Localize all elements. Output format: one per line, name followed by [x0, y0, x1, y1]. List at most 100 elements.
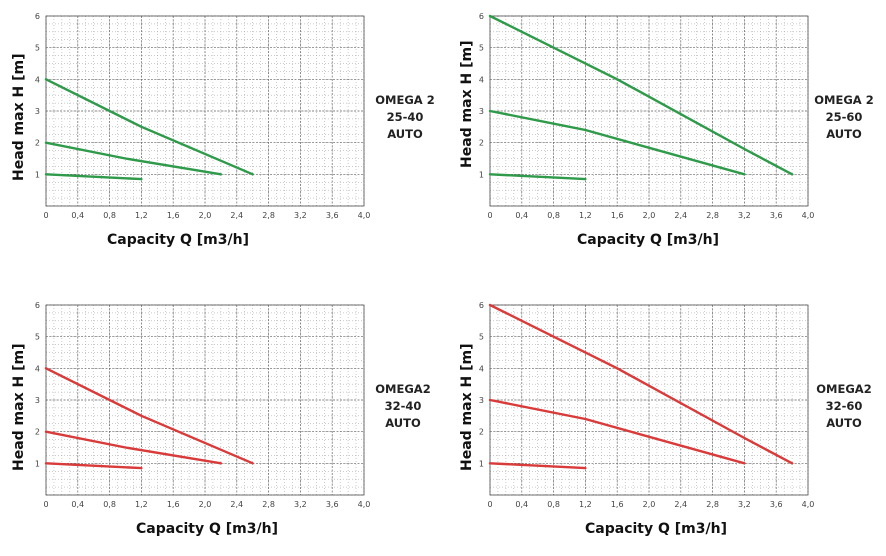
x-tick-label: 1,2	[579, 211, 592, 220]
x-tick-label: 2,4	[230, 500, 243, 509]
y-tick-label: 1	[35, 170, 40, 179]
x-tick-label: 0	[43, 500, 48, 509]
x-tick-label: 4,0	[358, 211, 371, 220]
x-tick-label: 2,8	[706, 500, 719, 509]
series-line-1	[488, 14, 794, 176]
x-tick-label: 2,4	[230, 211, 243, 220]
x-tick-label: 4,0	[802, 500, 815, 509]
model-line-1: OMEGA2	[375, 382, 431, 396]
x-tick-label: 2,0	[199, 500, 212, 509]
model-line-2: 32-60	[825, 399, 863, 413]
model-label: OMEGA 2 25-60 AUTO	[809, 92, 879, 143]
model-line-2: 25-40	[386, 110, 424, 124]
chart-plot: 0 0,4 0,8 1,2 1,6 2,0 2,4 2,8 3,2 3,6 4,0 1 2 3 4 5 6	[479, 301, 815, 509]
y-tick-label: 1	[479, 170, 484, 179]
series-line-3	[488, 173, 587, 181]
plot-frame	[45, 15, 365, 207]
x-tick-label: 3,6	[770, 211, 783, 220]
model-line-1: OMEGA 2	[375, 93, 435, 107]
x-tick-label: 0,8	[103, 500, 116, 509]
x-tick-label: 0,8	[547, 211, 560, 220]
series-line-2	[44, 141, 223, 176]
y-tick-label: 2	[479, 428, 484, 437]
chart-panel-omega2-32-40: Head max H [m] 0 0,4 0,8 1,2 1,6 2,0 2,4 2,8 3,2…	[0, 278, 443, 556]
model-line-1: OMEGA 2	[814, 93, 874, 107]
series-line-3	[44, 173, 143, 181]
y-tick-label: 5	[479, 44, 484, 53]
y-tick-label: 1	[35, 459, 40, 468]
x-tick-label: 1,6	[167, 211, 180, 220]
x-tick-label: 2,8	[262, 211, 275, 220]
y-tick-label: 5	[35, 44, 40, 53]
chart-plot: 0 0,4 0,8 1,2 1,6 2,0 2,4 2,8 3,2 3,6 4,0 1 2 3 4 5 6	[479, 12, 815, 220]
model-label: OMEGA2 32-40 AUTO	[368, 381, 438, 432]
y-tick-label: 4	[479, 75, 484, 84]
x-tick-label: 2,0	[643, 500, 656, 509]
model-line-3: AUTO	[385, 416, 421, 430]
x-tick-label: 0	[487, 500, 492, 509]
x-axis-label: Capacity Q [m3/h]	[585, 521, 727, 537]
series-line-3	[488, 462, 587, 470]
y-tick-label: 2	[35, 139, 40, 148]
y-tick-label: 6	[479, 12, 484, 21]
x-tick-label: 0	[487, 211, 492, 220]
y-tick-label: 3	[479, 107, 484, 116]
x-tick-label: 0,4	[515, 211, 528, 220]
plot-frame	[45, 304, 365, 496]
model-line-2: 32-40	[384, 399, 422, 413]
x-tick-label: 0,8	[103, 211, 116, 220]
x-tick-label: 3,2	[738, 500, 751, 509]
x-tick-label: 0,4	[71, 211, 84, 220]
x-axis-label: Capacity Q [m3/h]	[107, 232, 249, 248]
model-label: OMEGA2 32-60 AUTO	[809, 381, 879, 432]
y-tick-label: 1	[479, 459, 484, 468]
x-tick-label: 2,4	[674, 500, 687, 509]
chart-panel-omega2-25-60: Head max H [m] 0 0,4 0,8 1,2 1,6 2,0 2,4 2,8 3,2…	[443, 0, 886, 278]
model-label: OMEGA 2 25-40 AUTO	[370, 92, 440, 143]
x-tick-label: 1,2	[579, 500, 592, 509]
series-line-1	[44, 367, 254, 465]
y-tick-label: 2	[479, 139, 484, 148]
chart-plot: 0 0,4 0,8 1,2 1,6 2,0 2,4 2,8 3,2 3,6 4,0 1 2 3 4 5 6	[35, 301, 371, 509]
series-line-3	[44, 462, 143, 470]
series-line-2	[488, 398, 746, 465]
x-tick-label: 0,8	[547, 500, 560, 509]
y-tick-label: 4	[35, 364, 40, 373]
y-tick-label: 3	[35, 396, 40, 405]
x-tick-label: 0,4	[71, 500, 84, 509]
x-tick-label: 2,0	[199, 211, 212, 220]
x-tick-label: 0,4	[515, 500, 528, 509]
x-tick-label: 3,2	[738, 211, 751, 220]
y-tick-label: 6	[35, 301, 40, 310]
series-line-2	[488, 109, 746, 176]
x-tick-label: 2,0	[643, 211, 656, 220]
chart-plot: 0 0,4 0,8 1,2 1,6 2,0 2,4 2,8 3,2 3,6 4,0 1 2 3 4 5 6	[35, 12, 371, 220]
y-tick-label: 4	[35, 75, 40, 84]
series-line-1	[488, 303, 794, 465]
x-tick-label: 4,0	[802, 211, 815, 220]
x-tick-label: 1,2	[135, 211, 148, 220]
x-tick-label: 2,8	[706, 211, 719, 220]
model-line-3: AUTO	[826, 127, 862, 141]
y-tick-label: 2	[35, 428, 40, 437]
y-tick-label: 3	[479, 396, 484, 405]
y-tick-label: 5	[479, 333, 484, 342]
model-line-1: OMEGA2	[816, 382, 872, 396]
y-tick-label: 6	[35, 12, 40, 21]
x-tick-label: 3,6	[770, 500, 783, 509]
x-tick-label: 1,6	[611, 500, 624, 509]
model-line-3: AUTO	[387, 127, 423, 141]
series-line-2	[44, 430, 223, 465]
x-tick-label: 4,0	[358, 500, 371, 509]
x-tick-label: 1,6	[167, 500, 180, 509]
x-tick-label: 3,6	[326, 500, 339, 509]
x-tick-label: 0	[43, 211, 48, 220]
x-tick-label: 2,8	[262, 500, 275, 509]
x-axis-label: Capacity Q [m3/h]	[577, 232, 719, 248]
chart-panel-omega2-32-60: Head max H [m] 0 0,4 0,8 1,2 1,6 2,0 2,4 2,8 3,2…	[443, 278, 886, 556]
x-tick-label: 2,4	[674, 211, 687, 220]
model-line-3: AUTO	[826, 416, 862, 430]
x-tick-label: 3,2	[294, 211, 307, 220]
y-tick-label: 5	[35, 333, 40, 342]
x-tick-label: 3,2	[294, 500, 307, 509]
